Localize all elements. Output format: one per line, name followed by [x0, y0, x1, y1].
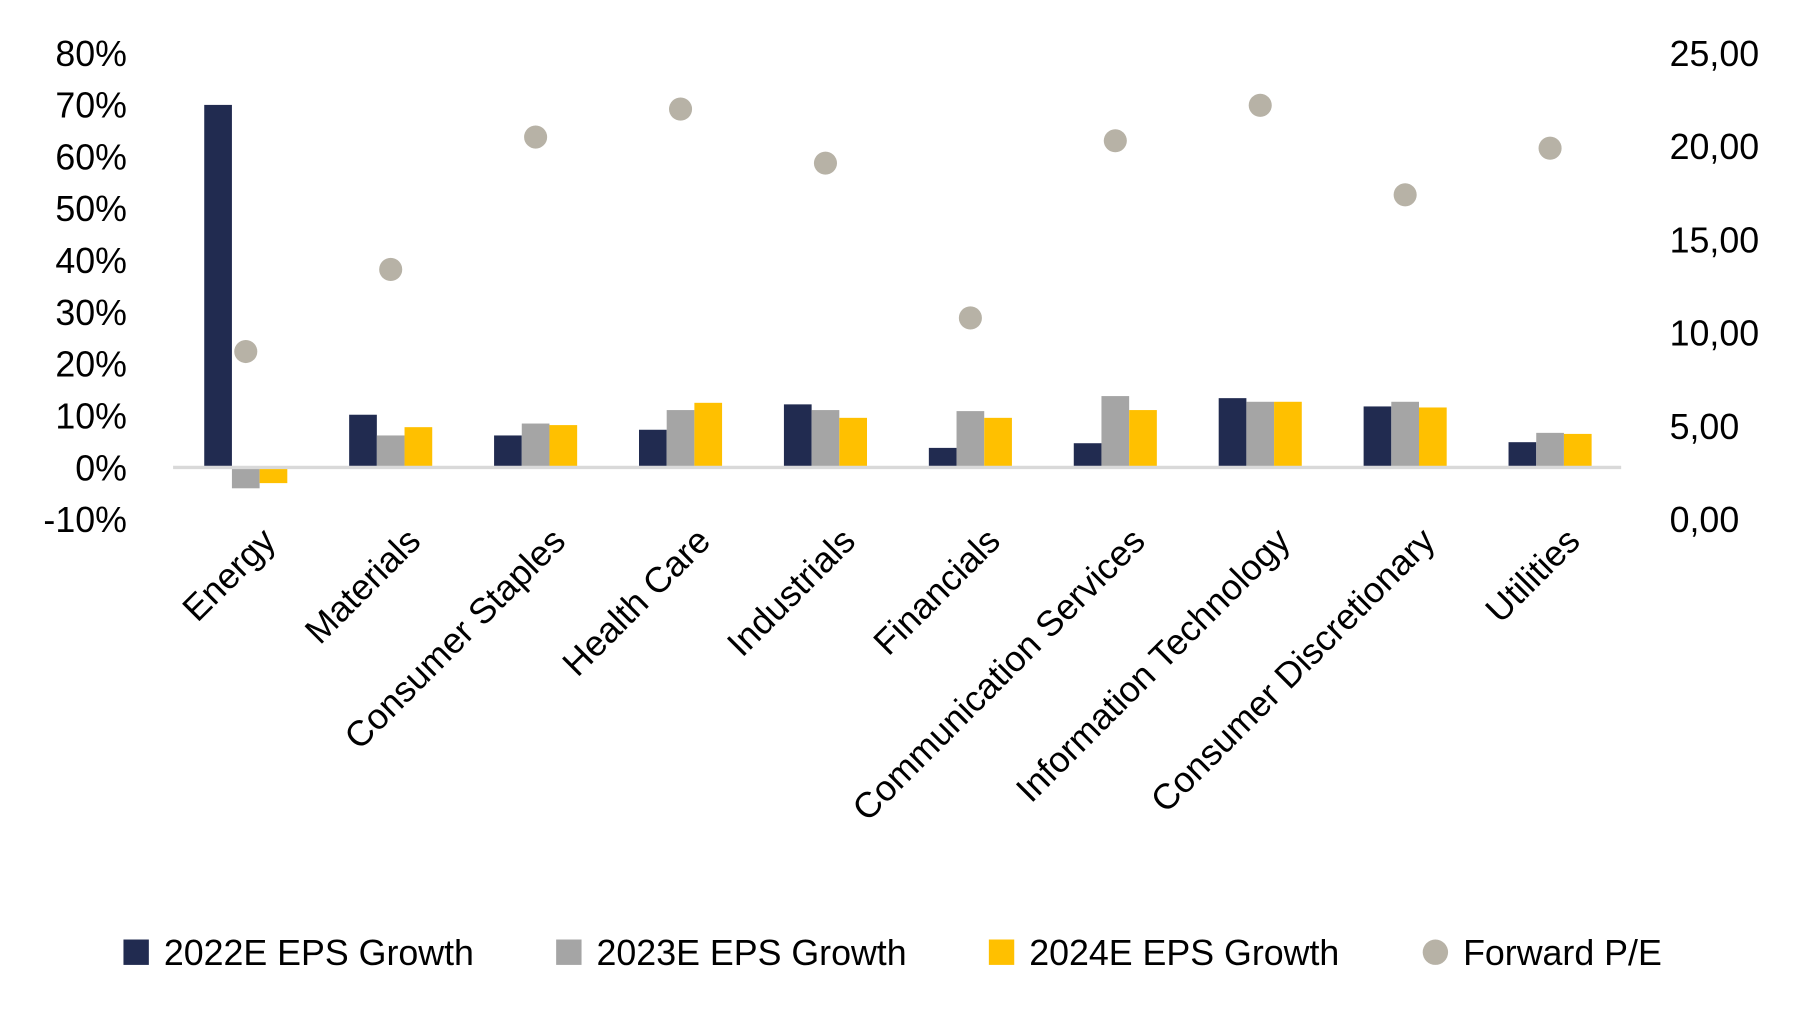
bar-2024e-eps-growth	[1563, 433, 1592, 468]
pe-point	[379, 257, 403, 281]
bar-2023e-eps-growth	[231, 467, 260, 489]
pe-point	[1393, 183, 1417, 207]
legend-label: 2024E EPS Growth	[1029, 933, 1339, 973]
bar-2023e-eps-growth	[376, 435, 405, 468]
bars	[204, 104, 1592, 489]
bar-2024e-eps-growth	[259, 467, 288, 484]
left-tick-label: 10%	[55, 396, 127, 436]
right-tick-label: 10,00	[1670, 314, 1760, 354]
legend-swatch	[556, 939, 582, 965]
category-label: Energy	[175, 520, 283, 629]
legend-swatch	[123, 939, 149, 965]
pe-point	[669, 97, 693, 121]
bar-2022e-eps-growth	[1073, 443, 1102, 468]
bar-2024e-eps-growth	[404, 427, 433, 468]
left-tick-label: 20%	[55, 345, 127, 385]
legend-marker	[1422, 939, 1449, 965]
bar-2023e-eps-growth	[521, 423, 550, 468]
bar-2023e-eps-growth	[956, 411, 985, 468]
legend-label: Forward P/E	[1463, 933, 1662, 973]
bar-2023e-eps-growth	[1246, 401, 1275, 468]
bar-2022e-eps-growth	[204, 104, 232, 468]
bar-2023e-eps-growth	[1101, 396, 1130, 468]
category-label: Utilities	[1478, 520, 1588, 630]
bar-2022e-eps-growth	[1508, 442, 1537, 468]
left-tick-label: 70%	[55, 86, 127, 126]
bar-2022e-eps-growth	[494, 435, 522, 468]
pe-point	[524, 125, 548, 149]
bar-2023e-eps-growth	[666, 410, 695, 468]
left-tick-label: 80%	[55, 34, 127, 74]
category-label: Industrials	[719, 520, 863, 664]
bar-2024e-eps-growth	[984, 417, 1012, 468]
bar-2024e-eps-growth	[694, 402, 723, 468]
bar-2022e-eps-growth	[1363, 406, 1392, 468]
category-label: Consumer Discretionary	[1143, 520, 1443, 820]
right-tick-label: 5,00	[1670, 407, 1740, 447]
right-axis: 25,00 20,00 15,00 10,00 5,00 0,00	[1670, 34, 1760, 540]
bar-2023e-eps-growth	[1391, 401, 1419, 468]
legend-label: 2023E EPS Growth	[597, 933, 907, 973]
left-axis: 80% 70% 60% 50% 40% 30% 20% 10% 0% -10%	[43, 34, 126, 540]
category-label: Information Technology	[1008, 520, 1297, 809]
left-tick-label: 50%	[55, 189, 127, 229]
category-label: Financials	[866, 520, 1008, 662]
pe-point	[234, 339, 258, 364]
category-label: Communication Services	[845, 520, 1153, 828]
pe-points	[234, 93, 1562, 364]
bar-2022e-eps-growth	[928, 447, 957, 468]
left-tick-label: 40%	[55, 241, 127, 281]
bar-2022e-eps-growth	[349, 414, 377, 468]
pe-point	[813, 151, 837, 175]
pe-point	[1248, 93, 1272, 117]
pe-point	[1103, 129, 1127, 153]
bar-2024e-eps-growth	[1129, 410, 1157, 468]
right-tick-label: 20,00	[1670, 127, 1760, 167]
legend-swatch	[988, 939, 1015, 965]
pe-point	[958, 306, 982, 330]
bar-2024e-eps-growth	[1274, 401, 1302, 468]
legend-label: 2022E EPS Growth	[164, 933, 474, 973]
left-tick-label: 0%	[75, 448, 127, 488]
right-tick-label: 25,00	[1670, 34, 1760, 74]
bar-2022e-eps-growth	[783, 404, 812, 468]
left-tick-label: -10%	[43, 500, 126, 540]
bar-2023e-eps-growth	[811, 410, 840, 468]
right-tick-label: 15,00	[1670, 220, 1760, 260]
bar-2022e-eps-growth	[639, 429, 667, 468]
bar-2024e-eps-growth	[839, 417, 867, 468]
right-tick-label: 0,00	[1670, 500, 1740, 540]
bar-2022e-eps-growth	[1218, 398, 1247, 468]
legend: 2022E EPS Growth 2023E EPS Growth 2024E EP…	[123, 933, 1662, 973]
pe-point	[1538, 136, 1562, 160]
bar-2024e-eps-growth	[1419, 407, 1447, 468]
category-label: Materials	[297, 520, 428, 651]
left-tick-label: 30%	[55, 293, 127, 333]
bar-2023e-eps-growth	[1536, 432, 1564, 468]
category-label: Health Care	[555, 520, 718, 683]
bar-2024e-eps-growth	[549, 425, 578, 468]
left-tick-label: 60%	[55, 137, 127, 177]
